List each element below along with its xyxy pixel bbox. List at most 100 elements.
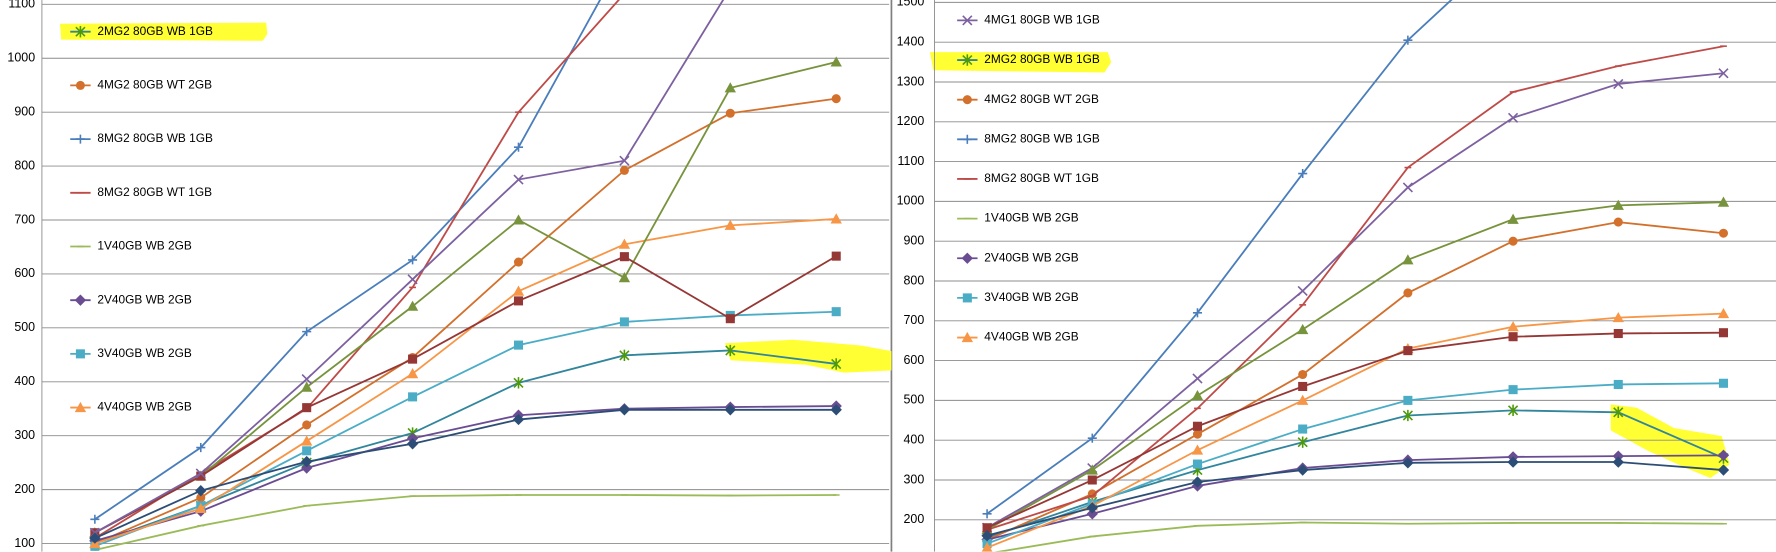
marker [1298,168,1308,179]
marker [1403,395,1413,405]
y-tick-label: 400 [14,374,35,388]
marker [513,257,524,267]
marker [1613,406,1624,418]
legend-entry: 1V40GB WB 2GB [70,239,192,253]
marker [1297,464,1309,476]
legend-entry: 8MG2 80GB WT 1GB [70,185,212,199]
marker [725,344,736,357]
marker [1297,436,1308,448]
legend-label: 2MG2 80GB WB 1GB [97,24,213,38]
marker [1508,332,1518,342]
marker [301,462,313,474]
marker [196,471,206,481]
marker [1508,385,1518,395]
legend-entry: 2MG2 80GB WB 1GB [70,24,213,38]
y-tick-label: 200 [904,512,925,526]
series-line [986,454,1724,541]
marker [1718,228,1729,238]
marker [1192,373,1203,384]
marker [1402,182,1413,193]
marker [961,252,973,264]
legend-label: 4V40GB WB 2GB [97,400,191,414]
marker [1298,369,1308,380]
series-line [986,0,1453,515]
y-tick-label: 600 [904,353,925,367]
marker [1403,35,1413,45]
marker [724,82,736,93]
legend-entry: 8MG2 80GB WT 1GB [957,171,1099,185]
marker [1508,236,1518,246]
marker [1718,68,1729,79]
marker [618,404,631,416]
legend-entry: 4MG2 80GB WT 2GB [957,92,1099,106]
series-line [94,255,837,534]
y-tick-label: 600 [14,266,35,280]
y-tick-label: 200 [14,482,35,496]
marker [1612,456,1624,468]
y-tick-label: 300 [14,428,35,442]
marker [408,392,418,402]
marker [75,80,85,90]
marker [618,238,631,249]
legend-entry: 1V40GB WB 2GB [957,211,1079,225]
series-line [94,0,725,534]
highlight [929,52,1112,73]
marker [1507,404,1519,416]
marker [1297,323,1309,335]
marker [962,134,972,144]
legend-label: 2V40GB WB 2GB [984,250,1078,264]
series-line [94,405,837,542]
marker [513,340,524,350]
marker [961,331,973,343]
legend-entry: 3V40GB WB 2GB [70,346,192,360]
chart: 100 200 300 400 500 600 700 800 900 1000 1100 2MG2 … [7,0,890,552]
marker [724,219,736,230]
legend-entry: 3V40GB WB 2GB [957,290,1079,304]
y-tick-label: 1500 [897,0,925,9]
marker [1612,199,1624,210]
highlight [60,22,268,41]
series-line [94,61,837,534]
marker [513,142,524,152]
marker [1192,459,1203,469]
marker [1507,213,1519,224]
legend-label: 8MG2 80GB WB 1GB [97,131,213,145]
marker [90,514,100,524]
series-line [986,461,1724,537]
legend-label: 3V40GB WB 2GB [984,290,1078,304]
legend-label: 2MG2 80GB WB 1GB [984,52,1100,66]
marker [981,541,993,552]
legend-entry: 4V40GB WB 2GB [957,330,1079,344]
y-tick-label: 300 [904,472,925,486]
marker [302,403,312,413]
legend-entry: 4MG1 80GB WB 1GB [957,13,1100,27]
marker [1086,464,1098,475]
series-line [94,0,602,520]
marker [619,165,629,175]
marker [962,15,973,26]
legend-label: 4V40GB WB 2GB [984,330,1078,344]
marker [619,252,629,262]
legend-label: 4MG1 80GB WB 1GB [984,13,1100,27]
legend-entry: 8MG2 80GB WB 1GB [70,131,213,145]
marker [1613,78,1624,90]
y-tick-label: 500 [904,393,925,407]
plot-area [89,0,842,551]
marker [1717,196,1730,207]
marker [1192,308,1203,318]
marker [982,509,992,519]
marker [1087,433,1097,443]
marker [408,354,418,364]
marker [406,300,419,311]
marker [302,446,312,456]
marker [196,443,206,453]
plot-area [981,0,1730,552]
legend-label: 1V40GB WB 2GB [97,239,191,253]
series-line [993,521,1724,552]
marker [301,435,313,446]
y-tick-label: 700 [14,212,35,226]
legend-label: 8MG2 80GB WB 1GB [984,131,1100,145]
series-line [94,0,620,539]
marker [513,296,524,306]
